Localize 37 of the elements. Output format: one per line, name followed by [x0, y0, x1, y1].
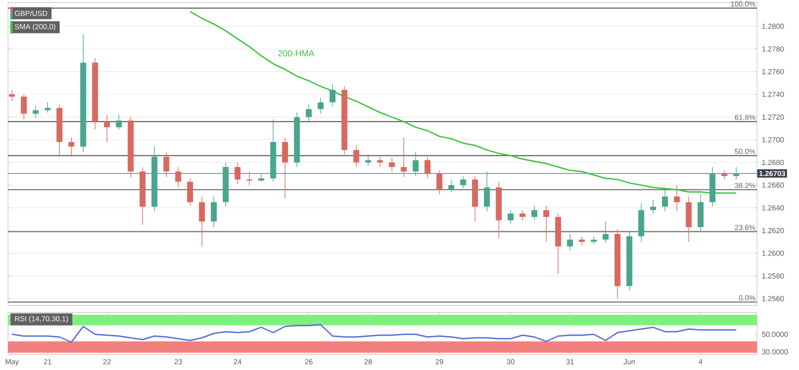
candlestick — [377, 156, 383, 168]
candlestick — [436, 170, 442, 194]
candlestick — [531, 205, 538, 220]
candlestick — [412, 152, 419, 176]
candlestick — [20, 94, 27, 120]
candlestick — [424, 156, 430, 178]
candlestick — [520, 210, 526, 220]
candlestick — [175, 166, 182, 188]
candlestick — [365, 155, 372, 166]
candlestick — [353, 144, 360, 168]
candlestick — [68, 136, 74, 157]
candlestick — [674, 184, 680, 212]
candlestick — [602, 220, 609, 244]
candlestick — [187, 178, 194, 206]
candlestick — [662, 186, 668, 212]
candlestick — [234, 162, 241, 184]
candlestick — [400, 136, 407, 178]
candlestick — [448, 178, 454, 192]
candlestick — [198, 196, 205, 247]
candlestick — [104, 114, 110, 142]
candlestick — [116, 114, 122, 130]
candlestick — [210, 196, 217, 228]
candlestick — [44, 102, 51, 113]
candlestick — [567, 233, 573, 252]
candlestick — [306, 104, 312, 122]
annotation: 200-HMA — [278, 50, 314, 56]
candlestick — [650, 199, 656, 214]
candlestick — [318, 97, 324, 114]
candlestick — [578, 236, 585, 246]
candlestick — [460, 176, 466, 189]
candlestick — [388, 157, 395, 172]
candlestick — [543, 205, 550, 242]
candlestick — [282, 136, 288, 199]
candlestick — [163, 152, 170, 178]
candlestick — [508, 210, 514, 224]
candlestick — [484, 170, 490, 212]
candlestick — [330, 84, 336, 106]
